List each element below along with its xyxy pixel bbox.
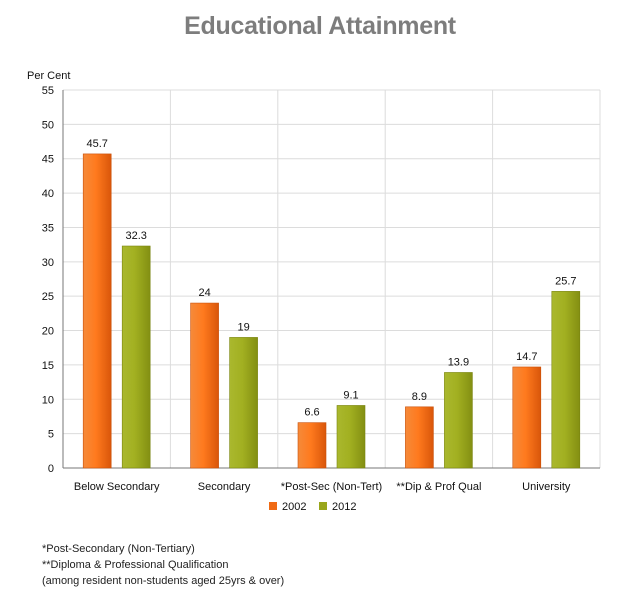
data-label: 19 xyxy=(237,321,249,333)
bar-2012 xyxy=(121,245,151,469)
y-tick-label: 30 xyxy=(42,257,54,269)
legend-label-2002: 2002 xyxy=(282,501,306,513)
bar-2002 xyxy=(512,366,542,469)
data-label: 14.7 xyxy=(516,351,537,363)
y-tick-label: 25 xyxy=(42,291,54,303)
x-tick-label: *Post-Sec (Non-Tert) xyxy=(281,481,382,493)
footnote-diploma: **Diploma & Professional Qualification xyxy=(42,559,229,571)
data-label: 6.6 xyxy=(304,407,319,419)
data-label: 45.7 xyxy=(86,138,107,150)
y-tick-label: 50 xyxy=(42,119,54,131)
bar-2012 xyxy=(444,372,473,469)
data-label: 24 xyxy=(198,287,210,299)
legend-label-2012: 2012 xyxy=(332,501,356,513)
x-tick-label: Below Secondary xyxy=(74,481,160,493)
bar-2012 xyxy=(551,291,581,469)
bar-2002 xyxy=(297,422,327,469)
data-label: 13.9 xyxy=(448,356,469,368)
x-tick-label: Secondary xyxy=(198,481,251,493)
footnotes: *Post-Secondary (Non-Tertiary) **Diploma… xyxy=(42,541,284,589)
chart-title: Educational Attainment xyxy=(184,12,456,40)
bar-2002 xyxy=(190,302,219,469)
y-tick-label: 0 xyxy=(48,463,54,475)
bars xyxy=(82,153,581,469)
y-tick-label: 20 xyxy=(42,326,54,338)
bar-2012 xyxy=(336,405,366,469)
bar-2002 xyxy=(82,153,112,469)
footnote-post-secondary: *Post-Secondary (Non-Tertiary) xyxy=(42,543,195,555)
data-label: 9.1 xyxy=(343,389,358,401)
y-tick-label: 5 xyxy=(48,429,54,441)
x-tick-label: University xyxy=(522,481,571,493)
x-tick-label: **Dip & Prof Qual xyxy=(396,481,481,493)
y-axis-label: Per Cent xyxy=(27,70,70,82)
y-tick-label: 55 xyxy=(42,85,54,97)
bar-2002 xyxy=(405,406,434,469)
data-label: 32.3 xyxy=(125,230,146,242)
footnote-population: (among resident non-students aged 25yrs … xyxy=(42,575,285,587)
data-label: 25.7 xyxy=(555,275,576,287)
y-tick-label: 35 xyxy=(42,222,54,234)
gridlines xyxy=(63,89,601,468)
legend: 2002 2012 xyxy=(269,501,356,513)
axes: 0 5 10 15 20 25 30 35 40 45 50 55 Per Cent Below Seco… xyxy=(27,70,600,493)
y-tick-label: 10 xyxy=(42,394,54,406)
legend-swatch-2012 xyxy=(319,502,327,510)
data-labels: 45.7 24 6.6 8.9 14.7 32.3 19 9.1 13.9 25.7 xyxy=(86,138,576,419)
bar-2012 xyxy=(229,337,258,469)
y-tick-label: 45 xyxy=(42,154,54,166)
y-tick-label: 40 xyxy=(42,188,54,200)
y-tick-label: 15 xyxy=(42,360,54,372)
legend-swatch-2002 xyxy=(269,502,277,510)
data-label: 8.9 xyxy=(412,391,427,403)
